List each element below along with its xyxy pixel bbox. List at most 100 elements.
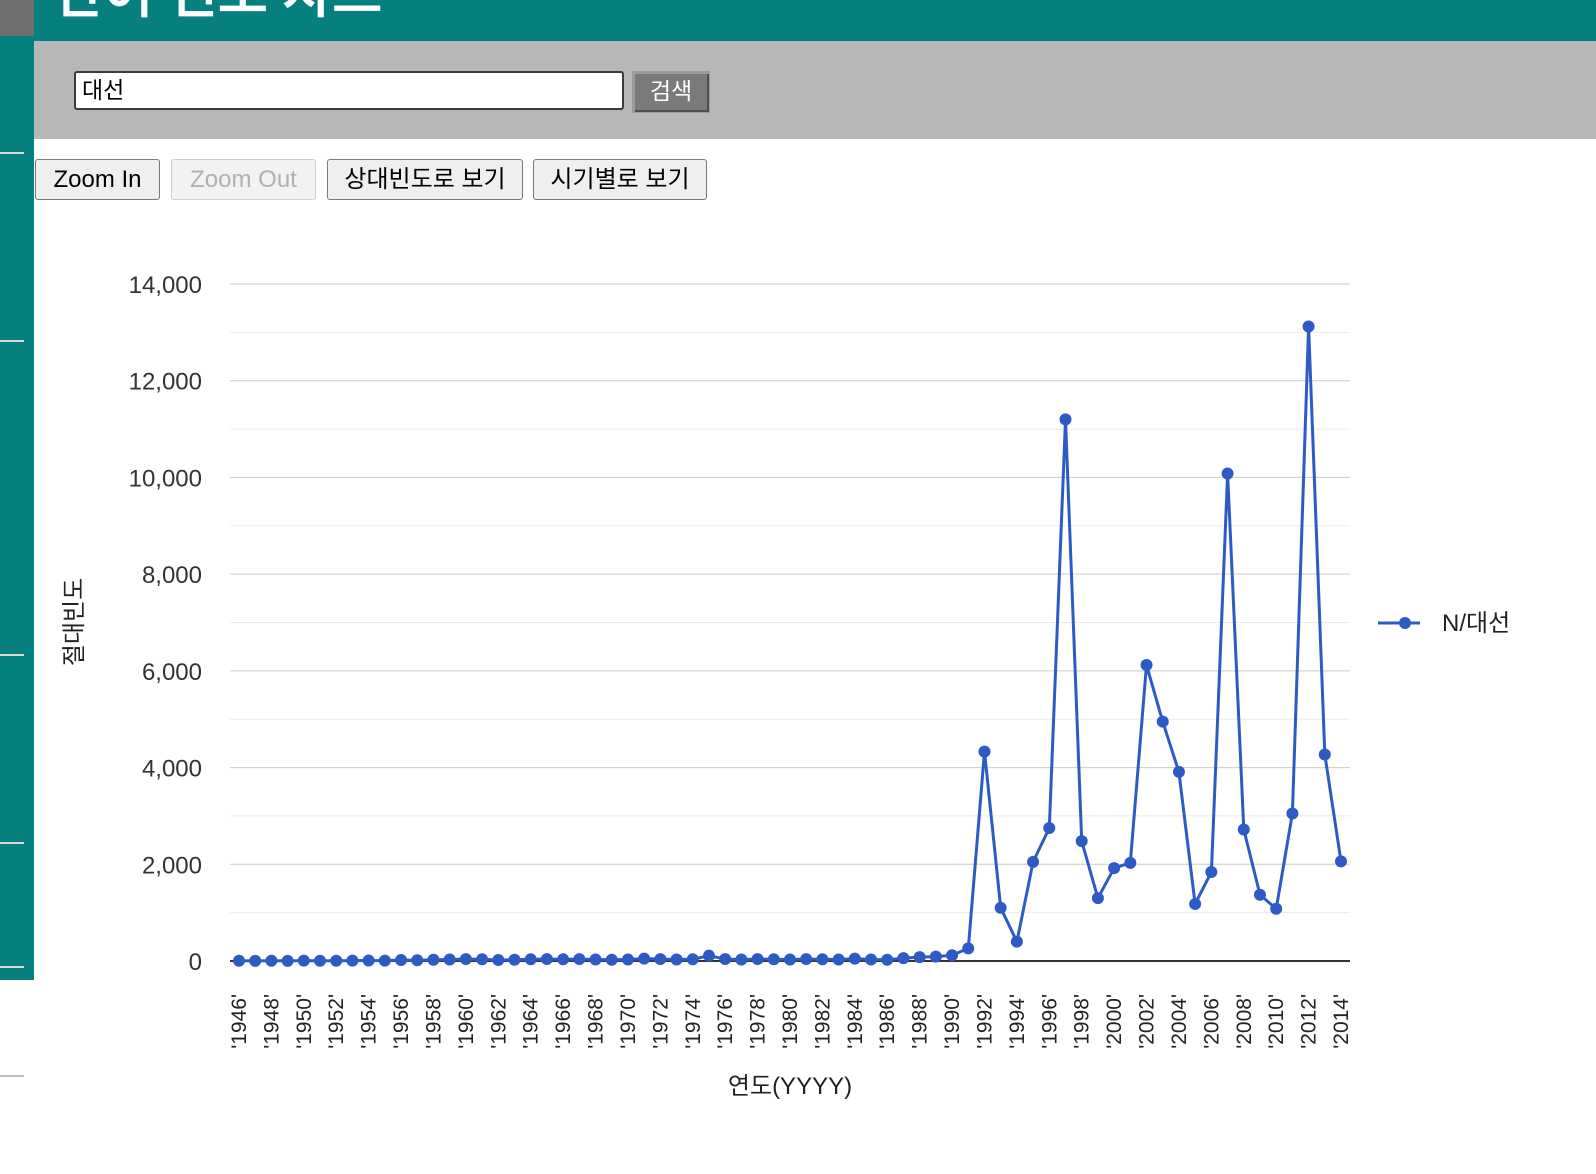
data-point[interactable] bbox=[395, 954, 408, 967]
data-point[interactable] bbox=[1318, 748, 1331, 761]
nav-divider bbox=[0, 654, 24, 656]
data-point[interactable] bbox=[1270, 902, 1283, 915]
zoom-in-button[interactable]: Zoom In bbox=[35, 159, 160, 200]
data-point[interactable] bbox=[929, 950, 942, 963]
data-point[interactable] bbox=[1302, 320, 1315, 333]
data-point[interactable] bbox=[1124, 856, 1137, 869]
data-point[interactable] bbox=[784, 953, 796, 966]
series-line bbox=[238, 325, 1343, 963]
data-point[interactable] bbox=[492, 954, 505, 967]
data-point[interactable] bbox=[654, 953, 667, 966]
data-point[interactable] bbox=[621, 953, 634, 966]
x-tick-label: '2002' bbox=[1136, 994, 1159, 1049]
data-point[interactable] bbox=[1059, 413, 1072, 426]
data-point[interactable] bbox=[1335, 855, 1347, 868]
data-point[interactable] bbox=[913, 951, 926, 964]
x-tick-label: '1952' bbox=[325, 994, 348, 1049]
data-point[interactable] bbox=[702, 949, 715, 962]
data-point[interactable] bbox=[540, 953, 553, 966]
zoom-out-button[interactable]: Zoom Out bbox=[171, 159, 316, 200]
x-tick-label: '1972' bbox=[649, 994, 672, 1049]
search-bar: 검색 bbox=[34, 41, 1596, 139]
data-point[interactable] bbox=[638, 952, 651, 965]
data-point[interactable] bbox=[573, 953, 586, 966]
x-tick-label: '1980' bbox=[779, 994, 802, 1049]
data-point[interactable] bbox=[686, 953, 699, 966]
data-point[interactable] bbox=[589, 953, 602, 966]
data-point[interactable] bbox=[1237, 823, 1250, 836]
x-tick-label: '1970' bbox=[617, 994, 640, 1049]
data-point[interactable] bbox=[314, 954, 327, 967]
data-point[interactable] bbox=[767, 953, 780, 966]
data-point[interactable] bbox=[476, 953, 489, 966]
data-point[interactable] bbox=[557, 953, 570, 966]
search-input[interactable] bbox=[74, 71, 624, 110]
data-point[interactable] bbox=[297, 954, 310, 967]
data-point[interactable] bbox=[378, 954, 391, 967]
data-point[interactable] bbox=[1205, 866, 1218, 879]
data-point[interactable] bbox=[1140, 659, 1153, 672]
nav-corner bbox=[0, 0, 34, 36]
data-point[interactable] bbox=[1027, 855, 1040, 868]
x-tick-label: '1968' bbox=[585, 994, 608, 1049]
data-point[interactable] bbox=[1010, 935, 1023, 948]
data-point[interactable] bbox=[832, 953, 845, 966]
data-point[interactable] bbox=[265, 954, 278, 967]
legend[interactable]: N/대선 bbox=[1378, 610, 1510, 637]
data-point[interactable] bbox=[735, 953, 748, 966]
data-point[interactable] bbox=[962, 942, 975, 955]
data-point[interactable] bbox=[865, 953, 878, 966]
data-point[interactable] bbox=[1286, 807, 1299, 820]
x-tick-label: '2014' bbox=[1330, 994, 1353, 1049]
data-point[interactable] bbox=[1172, 765, 1185, 778]
data-point[interactable] bbox=[1108, 862, 1121, 875]
data-point[interactable] bbox=[411, 954, 424, 967]
data-point[interactable] bbox=[946, 949, 959, 962]
data-point[interactable] bbox=[330, 954, 343, 967]
data-point[interactable] bbox=[994, 901, 1007, 914]
data-point[interactable] bbox=[848, 952, 861, 965]
by-period-button[interactable]: 시기별로 보기 bbox=[533, 159, 707, 200]
x-tick-label: '1986' bbox=[876, 994, 899, 1049]
nav-divider bbox=[0, 1075, 24, 1077]
data-point[interactable] bbox=[233, 954, 245, 967]
x-tick-label: '1978' bbox=[747, 994, 770, 1049]
x-tick-label: '1996' bbox=[1038, 994, 1061, 1049]
data-point[interactable] bbox=[605, 953, 618, 966]
data-point[interactable] bbox=[719, 953, 732, 966]
data-point[interactable] bbox=[1253, 888, 1266, 901]
y-tick-label: 10,000 bbox=[129, 465, 202, 492]
data-point[interactable] bbox=[1156, 715, 1169, 728]
data-point[interactable] bbox=[1189, 897, 1202, 910]
data-point[interactable] bbox=[508, 953, 521, 966]
legend-label: N/대선 bbox=[1442, 610, 1510, 637]
data-point[interactable] bbox=[881, 953, 894, 966]
data-point[interactable] bbox=[978, 745, 991, 758]
x-tick-label: '1946' bbox=[228, 994, 251, 1049]
data-point[interactable] bbox=[816, 953, 829, 966]
data-point[interactable] bbox=[249, 954, 262, 967]
data-point[interactable] bbox=[897, 952, 910, 965]
left-nav-rail bbox=[0, 0, 34, 980]
x-tick-label: '1994' bbox=[1006, 994, 1029, 1049]
data-point[interactable] bbox=[1043, 822, 1056, 835]
data-point[interactable] bbox=[281, 954, 294, 967]
data-point[interactable] bbox=[443, 953, 456, 966]
x-tick-label: '1962' bbox=[487, 994, 510, 1049]
data-point[interactable] bbox=[1091, 892, 1104, 905]
data-point[interactable] bbox=[427, 953, 440, 966]
y-tick-label: 4,000 bbox=[142, 756, 202, 783]
data-point[interactable] bbox=[1075, 835, 1088, 848]
data-point[interactable] bbox=[670, 953, 683, 966]
data-point[interactable] bbox=[362, 954, 375, 967]
data-point[interactable] bbox=[751, 953, 764, 966]
data-point[interactable] bbox=[459, 953, 472, 966]
data-point[interactable] bbox=[800, 953, 813, 966]
search-button[interactable]: 검색 bbox=[632, 71, 710, 113]
data-point[interactable] bbox=[524, 953, 537, 966]
relative-frequency-button[interactable]: 상대빈도로 보기 bbox=[327, 159, 523, 200]
x-tick-label: '2012' bbox=[1298, 994, 1321, 1049]
data-point[interactable] bbox=[1221, 467, 1234, 480]
data-point[interactable] bbox=[346, 954, 359, 967]
